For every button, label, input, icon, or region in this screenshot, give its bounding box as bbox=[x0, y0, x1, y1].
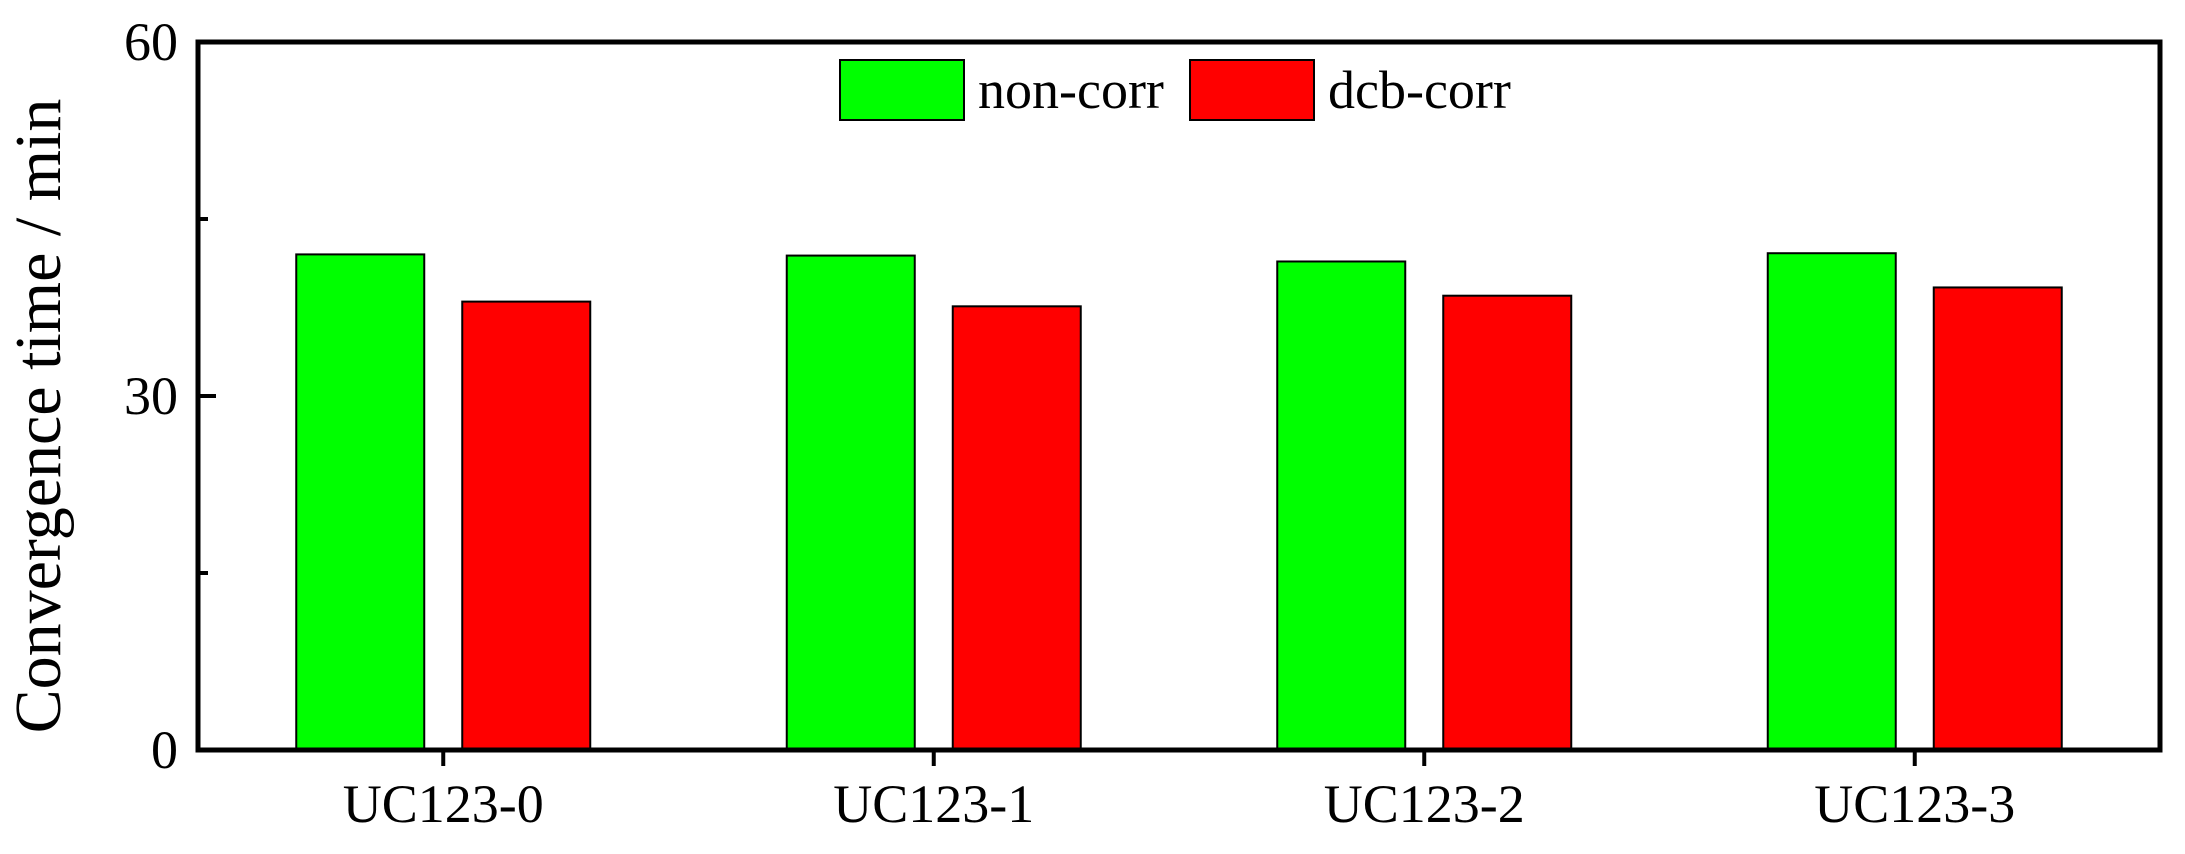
bar-non-corr-UC123-0 bbox=[295, 253, 426, 751]
bar-dcb-corr-UC123-0 bbox=[461, 300, 592, 751]
y-tick-label-0: 0 bbox=[151, 720, 178, 780]
x-axis: UC123-0 UC123-1 UC123-2 UC123-3 bbox=[343, 750, 2015, 834]
x-tick-label-UC123-2: UC123-2 bbox=[1324, 774, 1525, 834]
legend-swatch-dcb-corr bbox=[1189, 59, 1315, 121]
y-axis-title: Convergence time / min bbox=[2, 99, 75, 734]
legend-label-dcb-corr: dcb-corr bbox=[1328, 60, 1511, 120]
x-tick-label-UC123-1: UC123-1 bbox=[833, 774, 1034, 834]
bar-non-corr-UC123-2 bbox=[1276, 260, 1407, 751]
legend: non-corr dcb-corr bbox=[839, 59, 1511, 121]
x-tick-label-UC123-0: UC123-0 bbox=[343, 774, 544, 834]
bar-non-corr-UC123-1 bbox=[785, 254, 916, 752]
legend-label-non-corr: non-corr bbox=[978, 60, 1164, 120]
y-tick-label-60: 60 bbox=[124, 12, 178, 72]
bars-group bbox=[295, 252, 2063, 752]
x-tick-label-UC123-3: UC123-3 bbox=[1814, 774, 2015, 834]
bar-dcb-corr-UC123-2 bbox=[1442, 294, 1573, 751]
legend-swatch-non-corr bbox=[839, 59, 965, 121]
bar-dcb-corr-UC123-1 bbox=[951, 305, 1082, 751]
bar-non-corr-UC123-3 bbox=[1766, 252, 1897, 751]
y-tick-label-30: 30 bbox=[124, 366, 178, 426]
y-axis: 0 30 60 bbox=[124, 12, 216, 780]
bar-dcb-corr-UC123-3 bbox=[1932, 286, 2063, 751]
